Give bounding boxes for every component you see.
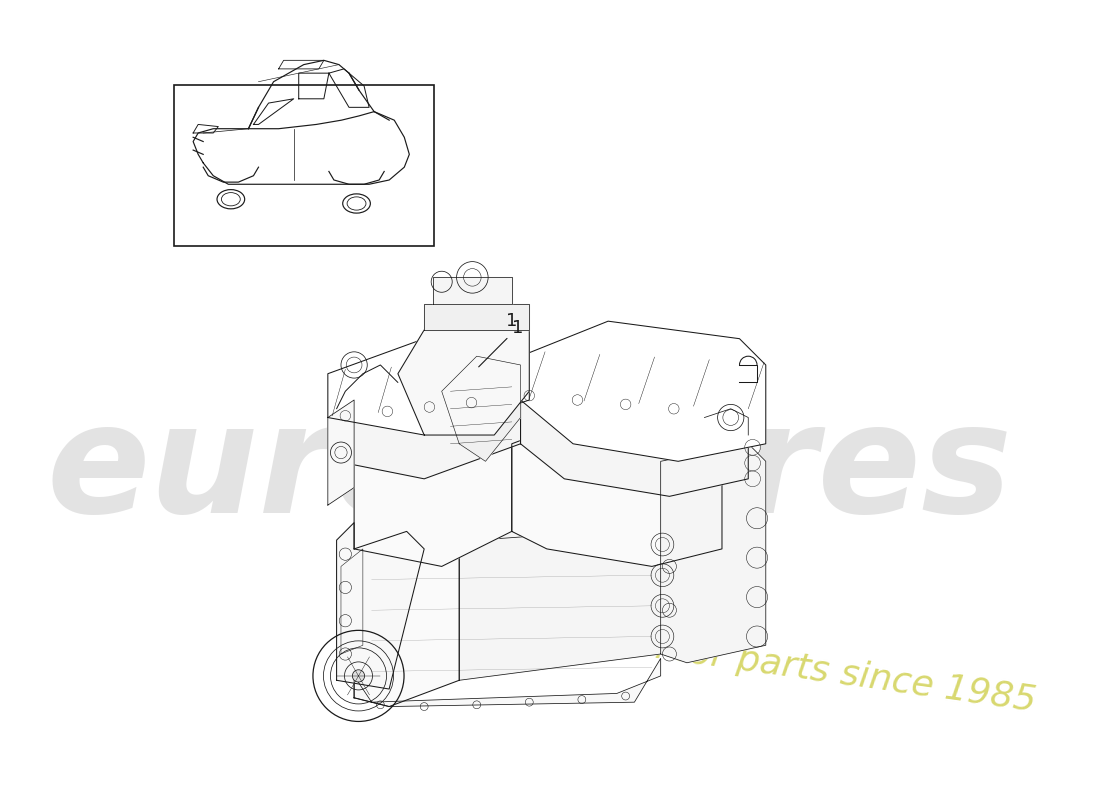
- Polygon shape: [337, 522, 425, 689]
- Polygon shape: [520, 321, 766, 462]
- Text: 1: 1: [478, 319, 524, 367]
- Polygon shape: [459, 496, 661, 680]
- Text: 1: 1: [506, 312, 517, 330]
- Polygon shape: [337, 382, 520, 479]
- Polygon shape: [328, 338, 529, 435]
- Polygon shape: [354, 514, 459, 706]
- Text: eurospares: eurospares: [46, 395, 1012, 545]
- Polygon shape: [425, 304, 529, 330]
- Polygon shape: [433, 278, 512, 304]
- Polygon shape: [512, 418, 722, 566]
- Circle shape: [352, 670, 364, 682]
- Bar: [174, 85, 433, 246]
- Polygon shape: [354, 426, 512, 566]
- Polygon shape: [354, 658, 661, 706]
- Polygon shape: [442, 356, 520, 462]
- Polygon shape: [520, 365, 748, 496]
- Polygon shape: [661, 444, 766, 662]
- Polygon shape: [328, 400, 354, 505]
- Polygon shape: [398, 304, 529, 435]
- Text: a passion for parts since 1985: a passion for parts since 1985: [493, 608, 1038, 718]
- Polygon shape: [354, 496, 661, 549]
